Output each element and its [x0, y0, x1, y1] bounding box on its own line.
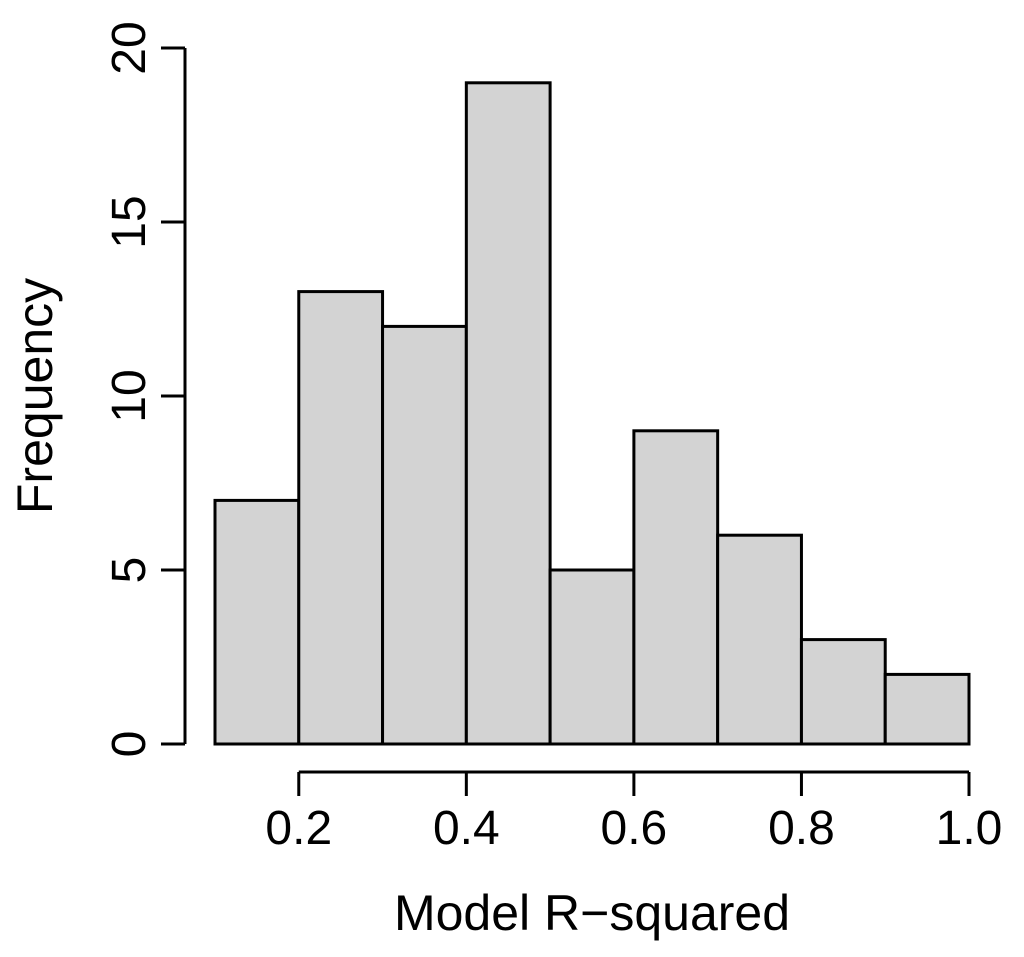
histogram-bar: [464, 81, 552, 746]
y-axis: 0 5 10 15 20: [103, 21, 187, 758]
histogram-bar: [799, 638, 887, 746]
y-tick-label: 0: [103, 731, 156, 758]
x-tick-label: 0.6: [601, 802, 668, 855]
histogram-bar: [632, 429, 720, 746]
y-axis-title: Frequency: [7, 278, 63, 514]
x-tick-label: 0.4: [433, 802, 500, 855]
y-tick-label: 20: [103, 21, 156, 74]
histogram-bar: [548, 568, 636, 746]
x-tick-label: 0.2: [265, 802, 332, 855]
x-tick-label: 0.8: [768, 802, 835, 855]
x-tick-label: 1.0: [936, 802, 1003, 855]
y-tick-label: 10: [103, 369, 156, 422]
bars-layer: [213, 81, 971, 746]
y-tick-label: 5: [103, 557, 156, 584]
histogram-bar: [381, 324, 468, 746]
histogram-bar: [883, 672, 971, 746]
x-axis-title: Model R−squared: [394, 885, 790, 941]
histogram-bar: [297, 290, 385, 746]
x-axis: 0.2 0.4 0.6 0.8 1.0: [265, 770, 1003, 855]
histogram-bar: [716, 533, 803, 746]
y-tick-label: 15: [103, 195, 156, 248]
histogram-bar: [213, 498, 301, 746]
